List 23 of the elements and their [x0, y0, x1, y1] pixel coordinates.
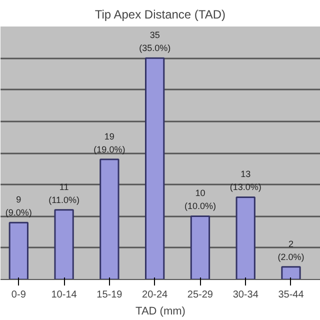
x-tick-label: 0-9	[11, 290, 26, 300]
bar	[190, 216, 210, 280]
x-tick-label: 30-34	[232, 290, 259, 300]
x-tick-label: 15-19	[96, 290, 123, 300]
x-tick-label: 25-29	[187, 290, 214, 300]
bar	[145, 57, 165, 280]
chart-title: Tip Apex Distance (TAD)	[94, 8, 226, 22]
x-tick-label: 10-14	[51, 290, 78, 300]
data-label: 9 (9.0%)	[5, 194, 32, 218]
x-tick-label: 20-24	[142, 290, 168, 300]
bar	[54, 209, 74, 280]
data-label: 10 (10.0%)	[184, 188, 216, 212]
bar	[8, 222, 28, 280]
bar	[236, 196, 256, 280]
data-label: 2 (2.0%)	[278, 238, 304, 262]
bar	[281, 266, 301, 280]
bar	[100, 158, 120, 280]
data-label: 19 (19.0%)	[94, 131, 126, 154]
data-label: 11 (11.0%)	[48, 182, 80, 205]
x-tick-label: 35-44	[278, 290, 304, 300]
data-label: 13 (13.0%)	[230, 169, 262, 192]
x-axis-title: TAD (mm)	[136, 306, 186, 318]
data-label: 35 (35.0%)	[139, 30, 171, 54]
